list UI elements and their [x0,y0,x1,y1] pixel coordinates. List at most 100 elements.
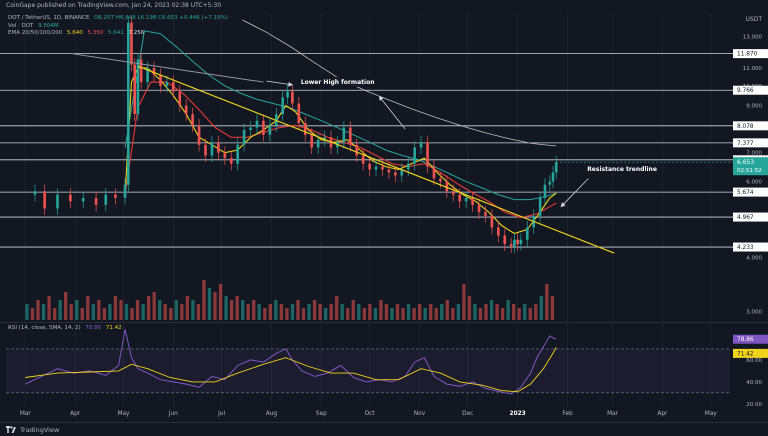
ema50-value: 5.350 [87,30,104,37]
volume-bar [25,304,29,320]
volume-bar [86,296,90,320]
candle-body [204,144,207,156]
candle-body [400,169,404,176]
candle-body [503,235,507,245]
candle-body [519,239,523,245]
volume-bar [423,308,427,320]
volume-bar [191,300,195,320]
level-label: 8.078 [737,124,754,130]
candle-body [191,114,194,126]
current-price-label: 6.653 [737,159,754,166]
volume-bar [135,300,140,320]
price-tick-label: 13.000 [743,35,763,41]
candle-body [458,194,462,202]
candle-body [310,134,313,148]
volume-bar [58,300,62,320]
volume-bar [467,296,472,320]
volume-bar [390,308,394,320]
volume-bar [301,308,306,320]
candle-body [159,74,162,86]
candle-body [94,197,98,205]
candle-body [497,227,500,236]
volume-bar [130,308,134,320]
price-tick-label: 6.000 [746,180,762,186]
candle-body [374,166,378,170]
volume-bar [108,304,112,320]
x-tick-label: Apr [657,411,668,417]
candle-body [69,194,72,202]
volume-bar [119,300,123,320]
candle-body [445,181,449,192]
x-tick-label: Feb [562,411,573,417]
x-tick-label: Mar [20,411,32,417]
volume-bar [174,300,178,320]
rsi-legend: RSI (14, close, SMA, 14, 2) 78.86 71.42 [8,325,122,331]
volume-bar [417,304,422,320]
volume-bar [434,308,438,320]
candle-body [548,181,552,185]
volume-bar [456,304,461,320]
volume-bar [224,296,228,320]
candle-body [126,22,130,185]
volume-bar [235,296,239,320]
x-tick-label: May [705,411,718,417]
rsi-sma-label: 71.42 [737,351,754,357]
chart-legend: DOT / TetherUS, 1D, BINANCE O6.207 H6.84… [8,15,228,38]
volume-bar [41,304,46,320]
candle-body [236,144,239,164]
annotation-label: Resistance trendline [587,166,657,173]
volume-bar [539,296,543,320]
candle-body [297,103,301,124]
rsi-sma-line [25,347,557,393]
volume-bar [252,300,256,320]
candle-body [81,197,85,202]
volume-value: 9.504M [38,22,59,29]
candle-body [136,59,140,115]
x-tick-label: Dec [462,411,473,417]
volume-bar [451,308,455,320]
volume-bar [152,292,156,320]
level-label-box [733,49,768,59]
candle-body [513,239,516,247]
candle-body [286,91,289,98]
volume-bar [69,304,73,320]
volume-bar [412,308,416,320]
volume-bar [185,296,190,320]
ema100-value: 5.641 [108,30,124,37]
ema100-line [124,30,557,201]
level-label-box [733,242,768,252]
volume-bar [473,304,477,320]
level-label: 5.674 [737,190,754,196]
candle-body [413,147,416,164]
volume-bar [406,304,411,320]
candle-body [268,125,272,135]
volume-bar [257,304,261,320]
level-label-box [733,121,768,131]
level-label: 4.233 [737,245,754,251]
volume-bar [207,288,212,320]
volume-bar [373,308,378,320]
volume-bar [307,304,311,320]
volume-bar [401,308,405,320]
x-tick-label: Mar [607,411,619,417]
candle-body [104,194,108,205]
volume-bar [506,300,510,320]
ema20-value: 5.640 [67,30,83,37]
tradingview-logo-icon [6,426,16,433]
x-tick-label: Jul [217,411,225,417]
rsi-label: RSI (14, close, SMA, 14, 2) [8,325,81,331]
volume-bar [384,304,389,320]
candle-body [262,120,265,135]
level-label-box [733,138,768,148]
volume-bar [545,284,549,320]
level-label: 7.377 [737,141,754,147]
candle-body [361,155,365,164]
volume-bar [169,308,173,320]
rsi-value: 78.86 [85,325,102,331]
volume-bar [158,300,162,320]
x-tick-label: Aug [266,411,278,417]
x-tick-label: Apr [70,411,81,417]
rsi-tick-label: 40.00 [746,380,762,386]
volume-bar [357,304,361,320]
